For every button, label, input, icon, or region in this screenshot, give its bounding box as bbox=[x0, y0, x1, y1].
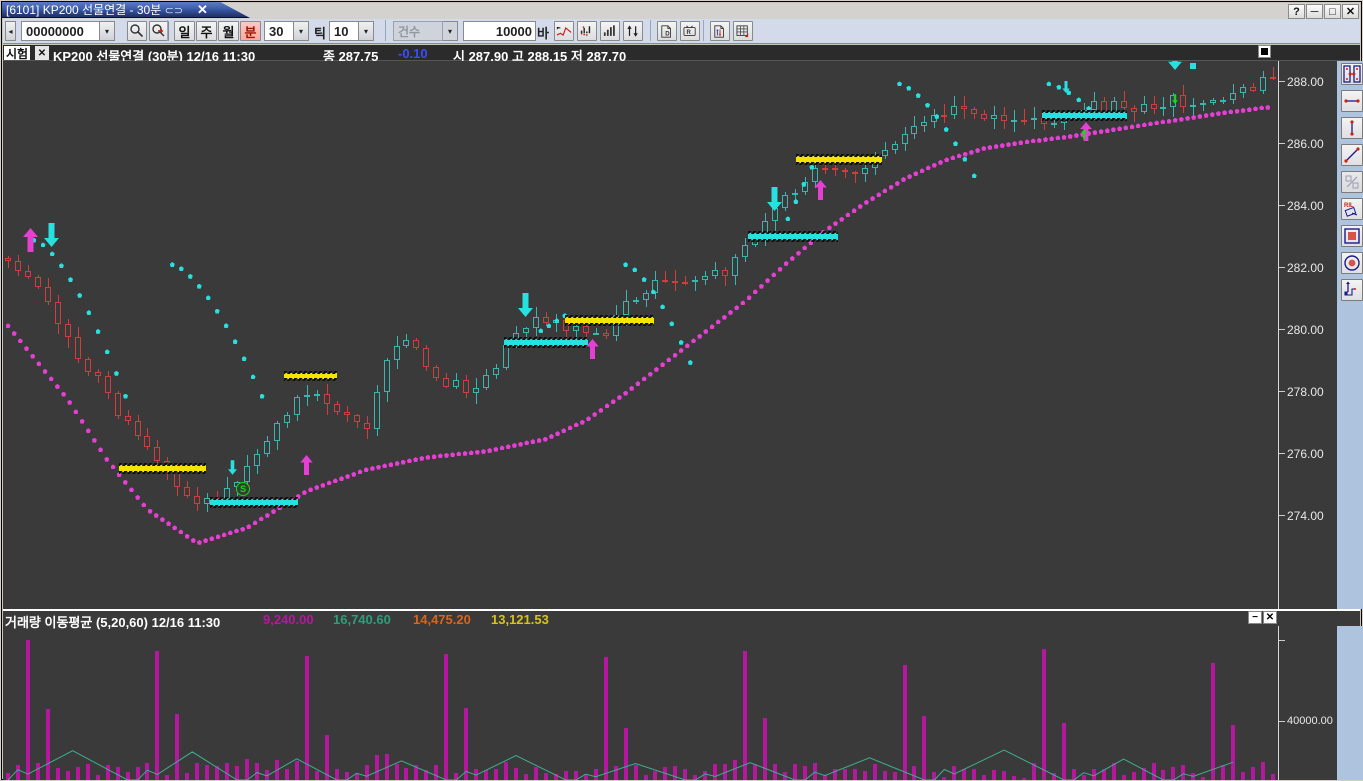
svg-text:D: D bbox=[665, 31, 670, 37]
svg-text:R: R bbox=[687, 30, 692, 36]
